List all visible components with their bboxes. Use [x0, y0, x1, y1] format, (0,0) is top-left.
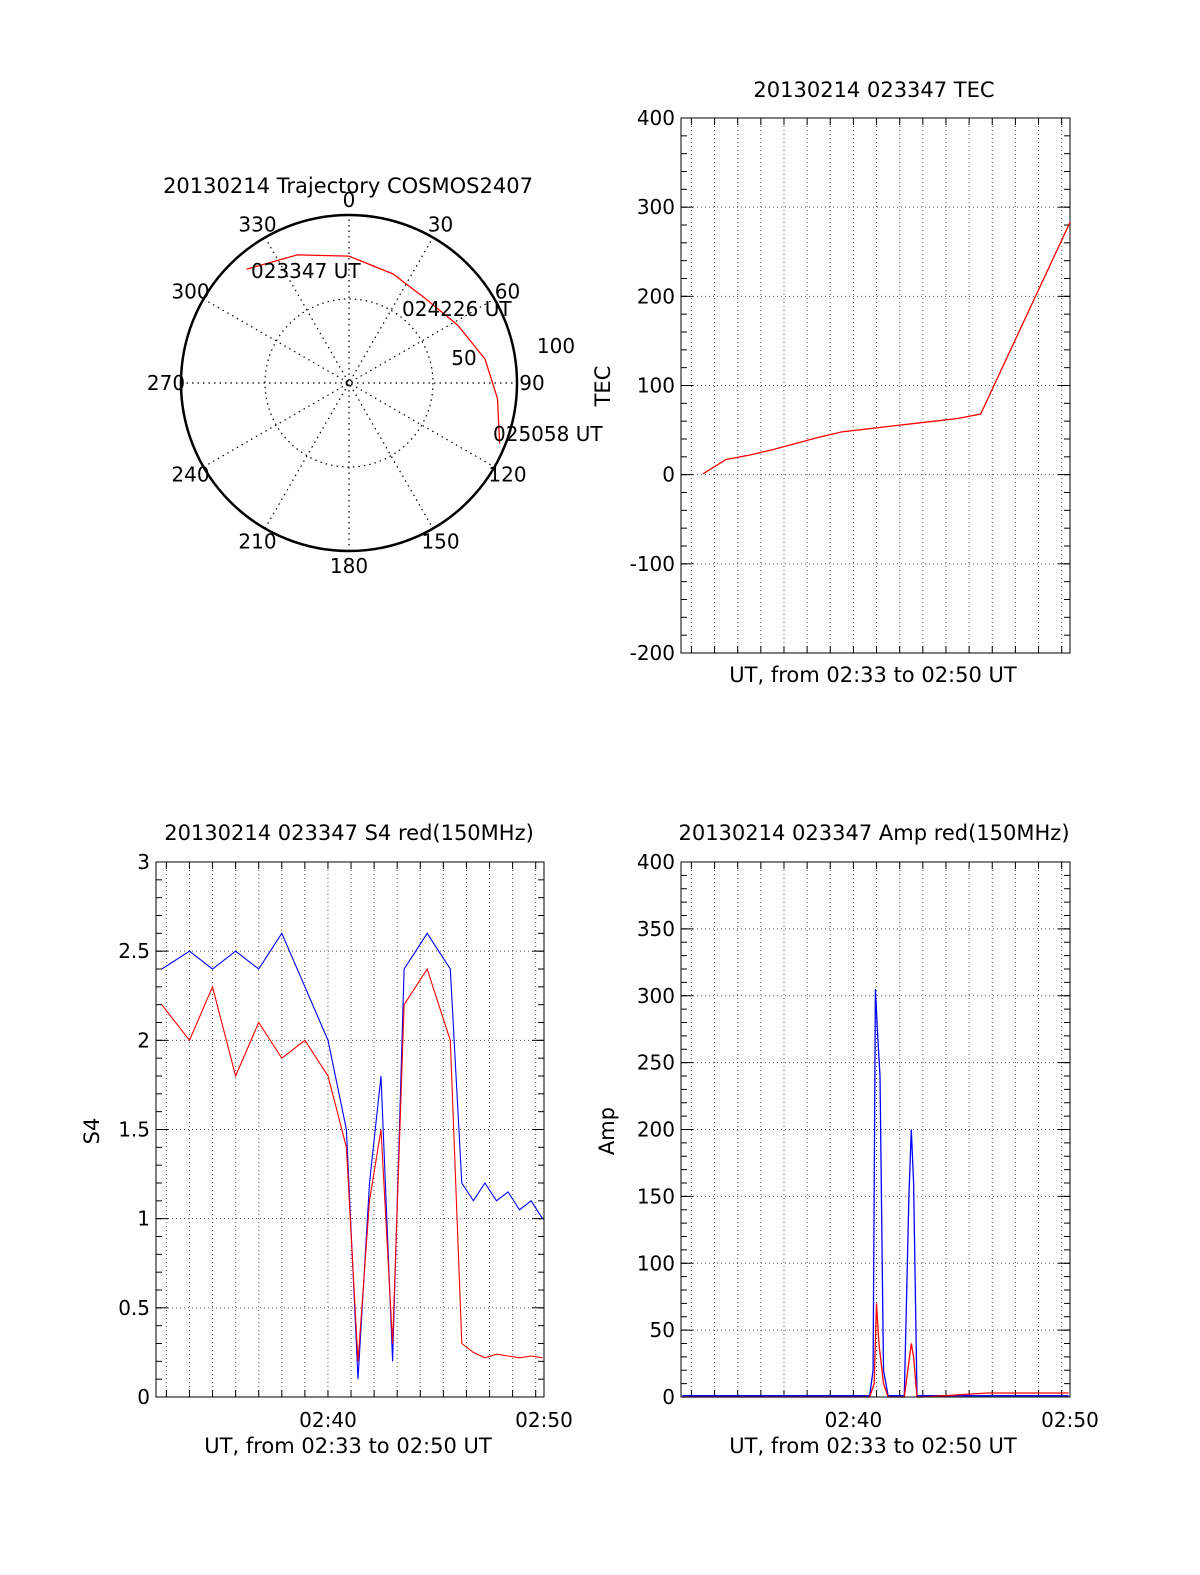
- polar-outer-circle: [179, 213, 519, 553]
- amp-chart: 20130214 023347 Amp red(150MHz) 0 50 100 15…: [595, 821, 1099, 1458]
- polar-grid-spoke: [264, 237, 434, 529]
- amp-y-axis-label: Amp: [595, 1107, 619, 1155]
- amp-grid: [681, 861, 1070, 1398]
- s4-y-axis-label: S4: [80, 1118, 104, 1145]
- polar-radius-label: 50: [451, 346, 476, 370]
- tec-plot-frame: [680, 117, 1071, 654]
- amp-y-tick-label: 0: [662, 1385, 675, 1409]
- trajectory-line: [246, 254, 501, 444]
- amp-chart-title: 20130214 023347 Amp red(150MHz): [678, 821, 1069, 845]
- tec-y-tick-label: -100: [630, 552, 675, 576]
- tec-chart-title: 20130214 023347 TEC: [753, 78, 994, 102]
- s4-grid: [156, 861, 544, 1398]
- polar-angle-label: 30: [428, 213, 453, 237]
- amp-y-tick-label: 100: [637, 1251, 675, 1275]
- polar-grid-circle: [264, 298, 434, 468]
- polar-grid-spoke: [203, 298, 495, 468]
- trajectory-end-label: 025058 UT: [493, 422, 603, 446]
- tec-chart: 20130214 023347 TEC -200 -100 0 100 200 300 40…: [591, 78, 1071, 687]
- amp-y-tick-label: 400: [637, 850, 675, 874]
- tec-y-tick-label: 400: [637, 106, 675, 130]
- s4-y-tick-label: 3: [137, 850, 150, 874]
- polar-grid: [181, 215, 517, 551]
- polar-trajectory-chart: 20130214 Trajectory COSMOS2407 0 30 60 9…: [147, 174, 603, 578]
- s4-y-tick-label: 0: [137, 1385, 150, 1409]
- s4-y-tick-label: 0.5: [118, 1296, 150, 1320]
- polar-angle-label: 0: [343, 188, 356, 212]
- s4-y-ticks: 0 0.5 1 1.5 2 2.5 3: [118, 850, 150, 1409]
- amp-y-tick-label: 350: [637, 917, 675, 941]
- amp-x-tick-label: 02:50: [1041, 1408, 1099, 1432]
- amp-series-line-red: [682, 1303, 1069, 1398]
- polar-angle-label: 180: [330, 554, 368, 578]
- tec-grid: [681, 117, 1070, 654]
- amp-y-tick-label: 250: [637, 1051, 675, 1075]
- s4-series-line-blue: [161, 932, 544, 1380]
- s4-y-tick-label: 2.5: [118, 939, 150, 963]
- tec-y-axis-label: TEC: [591, 366, 615, 408]
- polar-angle-label: 120: [488, 463, 526, 487]
- amp-x-axis-label: UT, from 02:33 to 02:50 UT: [729, 1434, 1017, 1458]
- polar-chart-title: 20130214 Trajectory COSMOS2407: [163, 174, 533, 198]
- amp-plot-frame: [680, 861, 1071, 1398]
- s4-chart: 20130214 023347 S4 red(150MHz) 0 0.5 1 1.5 2…: [80, 821, 573, 1458]
- s4-x-axis-label: UT, from 02:33 to 02:50 UT: [204, 1434, 492, 1458]
- s4-plot-frame: [155, 861, 545, 1398]
- s4-y-tick-label: 2: [137, 1028, 150, 1052]
- s4-y-tick-label: 1: [137, 1207, 150, 1231]
- polar-radius-label: 100: [537, 334, 575, 358]
- tec-y-ticks: -200 -100 0 100 200 300 400: [630, 106, 675, 665]
- trajectory-start-label: 023347 UT: [251, 259, 361, 283]
- s4-x-tick-label: 02:50: [515, 1408, 573, 1432]
- polar-angle-label: 60: [495, 280, 520, 304]
- tec-x-axis-label: UT, from 02:33 to 02:50 UT: [729, 663, 1017, 687]
- polar-angle-label: 330: [238, 213, 276, 237]
- amp-y-tick-label: 300: [637, 984, 675, 1008]
- tec-y-tick-label: 100: [637, 374, 675, 398]
- tec-series-line: [702, 222, 1071, 475]
- amp-y-tick-label: 200: [637, 1118, 675, 1142]
- polar-grid-spoke: [264, 237, 434, 529]
- tec-y-tick-label: 0: [662, 463, 675, 487]
- amp-y-tick-label: 150: [637, 1184, 675, 1208]
- s4-y-tick-label: 1.5: [118, 1118, 150, 1142]
- polar-grid-spoke: [203, 298, 495, 468]
- trajectory-mid-label: 024226 UT: [402, 297, 512, 321]
- s4-chart-title: 20130214 023347 S4 red(150MHz): [164, 821, 534, 845]
- amp-y-ticks: 0 50 100 150 200 250 300 350 400: [637, 850, 675, 1409]
- tec-y-tick-label: 200: [637, 284, 675, 308]
- polar-angle-label: 270: [147, 371, 185, 395]
- s4-series-line-red: [161, 967, 543, 1362]
- tec-y-tick-label: 300: [637, 195, 675, 219]
- polar-angle-label: 240: [171, 463, 209, 487]
- amp-x-tick-label: 02:40: [825, 1408, 883, 1432]
- s4-x-tick-label: 02:40: [299, 1408, 357, 1432]
- polar-angle-label: 90: [519, 371, 544, 395]
- tec-y-tick-label: -200: [630, 641, 675, 665]
- polar-angle-label: 300: [171, 280, 209, 304]
- polar-angle-label: 150: [421, 530, 459, 554]
- amp-y-tick-label: 50: [650, 1318, 675, 1342]
- polar-angle-label: 210: [238, 530, 276, 554]
